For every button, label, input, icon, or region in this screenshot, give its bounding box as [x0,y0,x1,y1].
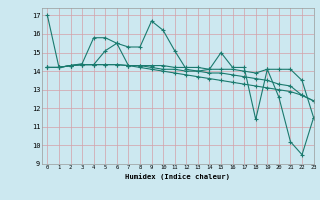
X-axis label: Humidex (Indice chaleur): Humidex (Indice chaleur) [125,173,230,180]
